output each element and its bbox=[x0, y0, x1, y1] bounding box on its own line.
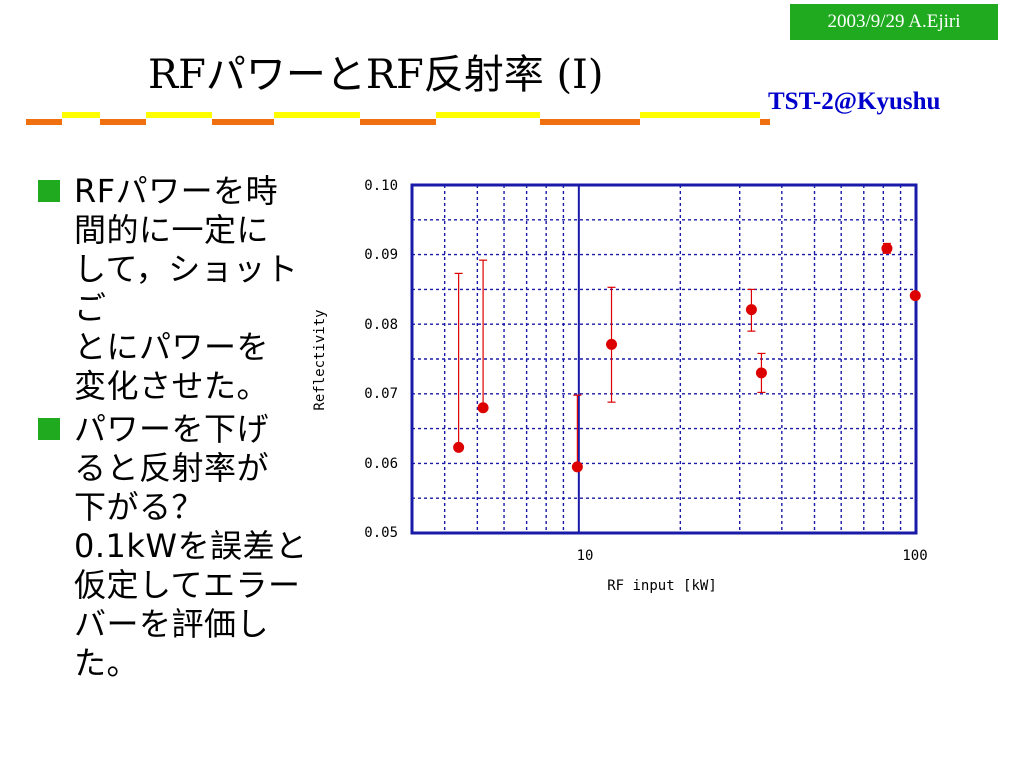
y-tick-label: 0.09 bbox=[364, 247, 398, 263]
data-point bbox=[453, 441, 465, 453]
bullet-item: パワーを下げ ると反射率が 下がる？ 0.1kWを誤差と 仮定してエラー バーを… bbox=[38, 410, 330, 683]
green-square-bullet-icon bbox=[38, 418, 60, 440]
grid-lines bbox=[412, 185, 916, 533]
data-point bbox=[755, 367, 767, 379]
y-tick-label: 0.06 bbox=[364, 456, 398, 472]
rule-segment-orange bbox=[100, 119, 146, 125]
plot-frame bbox=[410, 183, 918, 535]
bullet-text: RFパワーを時 間的に一定に して，ショットご とにパワーを 変化させた。 bbox=[74, 172, 299, 405]
bullet-list: RFパワーを時 間的に一定に して，ショットご とにパワーを 変化させた。 パワ… bbox=[38, 172, 330, 687]
rule-segment-orange bbox=[760, 119, 770, 125]
bullet-text: パワーを下げ ると反射率が 下がる？ 0.1kWを誤差と 仮定してエラー バーを… bbox=[74, 410, 308, 682]
data-point bbox=[477, 402, 489, 414]
data-point bbox=[606, 338, 618, 350]
rule-segment-yellow bbox=[146, 112, 212, 118]
rule-segment-yellow bbox=[274, 112, 360, 118]
affiliation-label: TST-2@Kyushu bbox=[768, 88, 941, 115]
rule-segment-yellow bbox=[436, 112, 540, 118]
rule-segment-yellow bbox=[62, 112, 100, 118]
x-axis-label: RF input [kW] bbox=[607, 578, 717, 594]
y-tick-label: 0.08 bbox=[364, 317, 398, 333]
x-tick-labels: 10 100 bbox=[577, 548, 928, 564]
rule-segment-orange bbox=[26, 119, 62, 125]
title-underline-rule bbox=[26, 112, 770, 125]
x-tick-label: 100 bbox=[902, 548, 927, 564]
y-tick-label: 0.05 bbox=[364, 525, 398, 541]
rule-segment-orange bbox=[540, 119, 640, 125]
x-tick-label: 10 bbox=[577, 548, 594, 564]
y-axis-label: Reflectivity bbox=[312, 309, 328, 410]
rule-segment-orange bbox=[360, 119, 436, 125]
data-points bbox=[453, 242, 921, 473]
y-tick-label: 0.07 bbox=[364, 386, 398, 402]
data-point bbox=[909, 290, 921, 302]
error-bars bbox=[454, 242, 891, 468]
date-author-badge: 2003/9/29 A.Ejiri bbox=[790, 4, 998, 40]
data-point bbox=[745, 304, 757, 316]
reflectivity-scatter-chart: 0.10 0.09 0.08 0.07 0.06 0.05 10 100 RF … bbox=[312, 178, 928, 594]
bullet-item: RFパワーを時 間的に一定に して，ショットご とにパワーを 変化させた。 bbox=[38, 172, 330, 406]
rule-segment-yellow bbox=[640, 112, 760, 118]
green-square-bullet-icon bbox=[38, 180, 60, 202]
slide-title: RFパワーとRF反射率 (I) bbox=[148, 52, 604, 98]
data-point bbox=[571, 461, 583, 473]
y-tick-labels: 0.10 0.09 0.08 0.07 0.06 0.05 bbox=[364, 178, 398, 541]
rule-segment-orange bbox=[212, 119, 274, 125]
data-point bbox=[881, 242, 893, 254]
y-tick-label: 0.10 bbox=[364, 178, 398, 194]
